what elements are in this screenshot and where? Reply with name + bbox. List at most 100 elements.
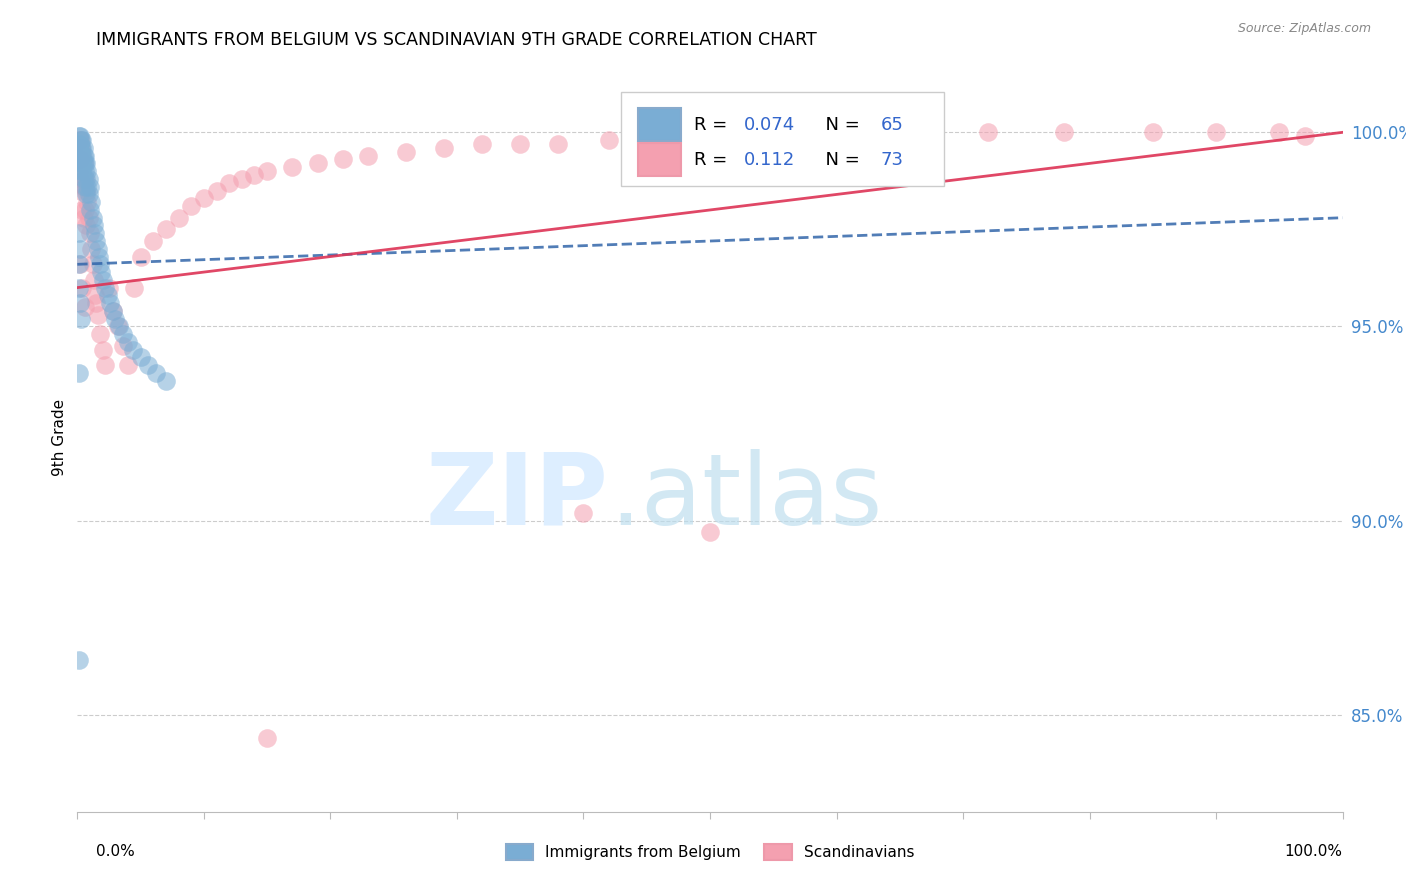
Point bbox=[307, 156, 329, 170]
Point bbox=[547, 136, 569, 151]
Point bbox=[67, 133, 90, 147]
Point bbox=[86, 234, 108, 248]
FancyBboxPatch shape bbox=[638, 108, 681, 141]
Point bbox=[98, 296, 121, 310]
Point bbox=[699, 525, 721, 540]
Text: .atlas: .atlas bbox=[609, 449, 882, 546]
Point bbox=[471, 136, 494, 151]
Point bbox=[104, 311, 127, 326]
Text: R =: R = bbox=[693, 116, 733, 134]
Point bbox=[72, 280, 94, 294]
Point bbox=[75, 187, 97, 202]
Point bbox=[69, 296, 91, 310]
Point bbox=[70, 164, 93, 178]
Point bbox=[72, 156, 94, 170]
Text: ZIP: ZIP bbox=[426, 449, 609, 546]
Point bbox=[243, 168, 266, 182]
Point bbox=[180, 199, 202, 213]
Point bbox=[136, 358, 159, 372]
Point bbox=[73, 164, 96, 178]
Point bbox=[70, 311, 93, 326]
Point bbox=[77, 187, 100, 202]
Point bbox=[72, 148, 94, 162]
Point bbox=[101, 304, 124, 318]
Point bbox=[72, 133, 94, 147]
Text: Source: ZipAtlas.com: Source: ZipAtlas.com bbox=[1237, 22, 1371, 36]
Point bbox=[73, 148, 96, 162]
Text: 73: 73 bbox=[882, 151, 904, 169]
Point bbox=[72, 164, 94, 178]
Point bbox=[155, 374, 177, 388]
Point bbox=[332, 153, 354, 167]
Text: IMMIGRANTS FROM BELGIUM VS SCANDINAVIAN 9TH GRADE CORRELATION CHART: IMMIGRANTS FROM BELGIUM VS SCANDINAVIAN … bbox=[96, 31, 817, 49]
Point bbox=[737, 129, 759, 144]
Point bbox=[73, 300, 96, 314]
Point bbox=[281, 161, 304, 175]
Point bbox=[67, 145, 90, 159]
Point bbox=[107, 319, 129, 334]
Point bbox=[76, 179, 98, 194]
Point bbox=[433, 141, 456, 155]
Point bbox=[94, 280, 117, 294]
Point bbox=[87, 250, 110, 264]
Point bbox=[69, 153, 91, 167]
Point bbox=[598, 133, 620, 147]
Point bbox=[76, 195, 98, 210]
Point bbox=[69, 172, 91, 186]
Point bbox=[813, 129, 835, 144]
Point bbox=[101, 304, 124, 318]
Point bbox=[86, 308, 108, 322]
Point bbox=[79, 202, 101, 217]
Point bbox=[89, 257, 111, 271]
Legend: Immigrants from Belgium, Scandinavians: Immigrants from Belgium, Scandinavians bbox=[506, 845, 914, 860]
Point bbox=[256, 731, 278, 745]
Point bbox=[72, 172, 94, 186]
Point bbox=[67, 136, 90, 151]
Point bbox=[69, 145, 91, 159]
Point bbox=[1294, 129, 1316, 144]
Point bbox=[69, 133, 91, 147]
Point bbox=[70, 133, 93, 147]
Point bbox=[661, 129, 683, 144]
Point bbox=[91, 273, 114, 287]
Point bbox=[67, 227, 90, 241]
Point bbox=[84, 288, 107, 302]
Point bbox=[67, 153, 90, 167]
Text: N =: N = bbox=[814, 116, 865, 134]
Text: R =: R = bbox=[693, 151, 738, 169]
Point bbox=[111, 327, 134, 342]
Point bbox=[83, 219, 105, 233]
FancyBboxPatch shape bbox=[621, 93, 945, 186]
Point bbox=[69, 136, 91, 151]
Point bbox=[72, 148, 94, 162]
Point bbox=[82, 257, 104, 271]
Point bbox=[73, 202, 96, 217]
Point bbox=[98, 280, 120, 294]
Point bbox=[977, 125, 1000, 139]
Point bbox=[83, 273, 105, 287]
Point bbox=[70, 141, 93, 155]
Point bbox=[122, 343, 145, 357]
Point bbox=[73, 179, 96, 194]
Point bbox=[218, 176, 240, 190]
Point bbox=[79, 179, 101, 194]
Point bbox=[75, 156, 97, 170]
Point bbox=[67, 366, 90, 380]
Point bbox=[73, 148, 96, 162]
Point bbox=[84, 227, 107, 241]
Point bbox=[69, 257, 91, 271]
Point bbox=[117, 358, 139, 372]
Point bbox=[129, 250, 152, 264]
Point bbox=[80, 242, 103, 256]
Point bbox=[86, 296, 108, 310]
Point bbox=[73, 172, 96, 186]
Point bbox=[73, 156, 96, 170]
Point bbox=[97, 288, 120, 302]
Text: 0.0%: 0.0% bbox=[96, 845, 135, 859]
Point bbox=[80, 195, 103, 210]
Text: 100.0%: 100.0% bbox=[1285, 845, 1343, 859]
Point bbox=[193, 191, 215, 205]
Point bbox=[142, 234, 165, 248]
Y-axis label: 9th Grade: 9th Grade bbox=[52, 399, 67, 475]
Point bbox=[155, 222, 177, 236]
